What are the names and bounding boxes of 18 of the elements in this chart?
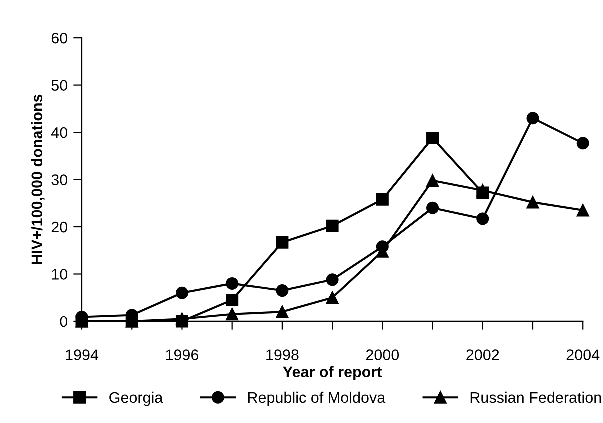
- x-tick-label: 1994: [66, 350, 99, 360]
- legend-label: Republic of Moldova: [248, 392, 386, 406]
- y-tick-label: 50: [52, 80, 68, 91]
- y-axis-title: HIV+/100,000 donations: [31, 94, 45, 264]
- y-tick-label: 60: [52, 32, 68, 44]
- x-tick-label: 2004: [566, 350, 600, 360]
- y-tick-label: 20: [52, 222, 68, 233]
- x-tick-label: 1996: [166, 350, 199, 360]
- x-tick-label: 1998: [266, 350, 299, 360]
- y-tick-label: 40: [51, 127, 68, 138]
- x-axis-title: Year of report: [283, 366, 382, 381]
- legend-label: Russian Federation: [470, 392, 602, 404]
- x-tick-label: 2000: [366, 350, 400, 360]
- legend-label: Georgia: [110, 392, 164, 406]
- y-tick-label: 30: [52, 174, 68, 186]
- x-tick-label: 2002: [466, 350, 500, 360]
- y-tick-label: 0: [60, 316, 68, 328]
- y-tick-label: 10: [52, 269, 68, 280]
